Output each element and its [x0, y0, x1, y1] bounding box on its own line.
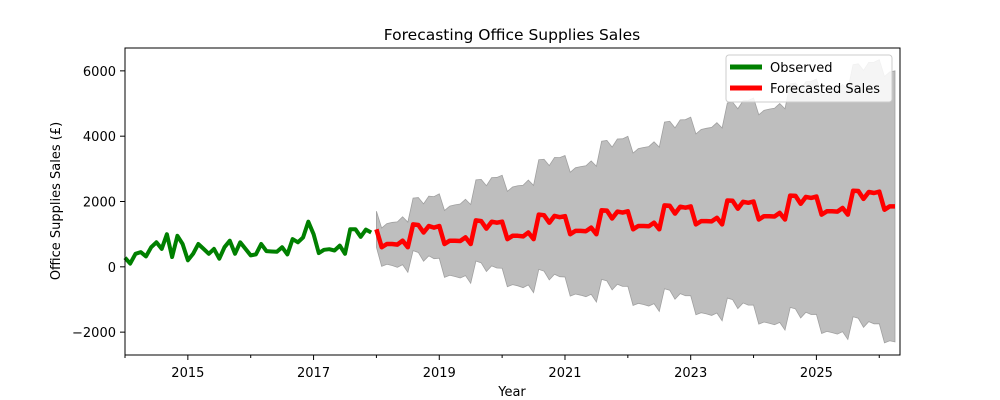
- x-tick-label: 2017: [297, 366, 330, 381]
- x-tick-label: 2021: [548, 366, 581, 381]
- y-tick-label: −2000: [72, 326, 116, 341]
- legend-label-observed: Observed: [770, 61, 833, 76]
- x-axis-label: Year: [497, 385, 526, 400]
- x-tick-label: 2019: [423, 366, 456, 381]
- y-tick-label: 4000: [83, 130, 116, 145]
- x-tick-label: 2025: [800, 366, 833, 381]
- confidence-band: [376, 59, 896, 344]
- chart-title: Forecasting Office Supplies Sales: [384, 26, 640, 44]
- observed-series-line: [123, 219, 373, 266]
- y-tick-label: 2000: [83, 196, 116, 211]
- legend-box: [725, 54, 893, 103]
- x-tick-label: 2015: [171, 366, 204, 381]
- plot-area: [123, 59, 896, 344]
- y-tick-label: 6000: [83, 65, 116, 80]
- y-axis: −2000 0 2000 4000 6000: [72, 65, 125, 341]
- x-tick-label: 2023: [674, 366, 707, 381]
- legend: Observed Forecasted Sales: [725, 54, 893, 103]
- y-axis-label: Office Supplies Sales (£): [49, 122, 64, 280]
- legend-label-forecast: Forecasted Sales: [770, 82, 880, 97]
- forecast-series-line: [374, 188, 895, 250]
- x-axis: 2015 2017 2019 2021 2023 2025: [124, 355, 880, 381]
- y-tick-label: 0: [108, 261, 116, 276]
